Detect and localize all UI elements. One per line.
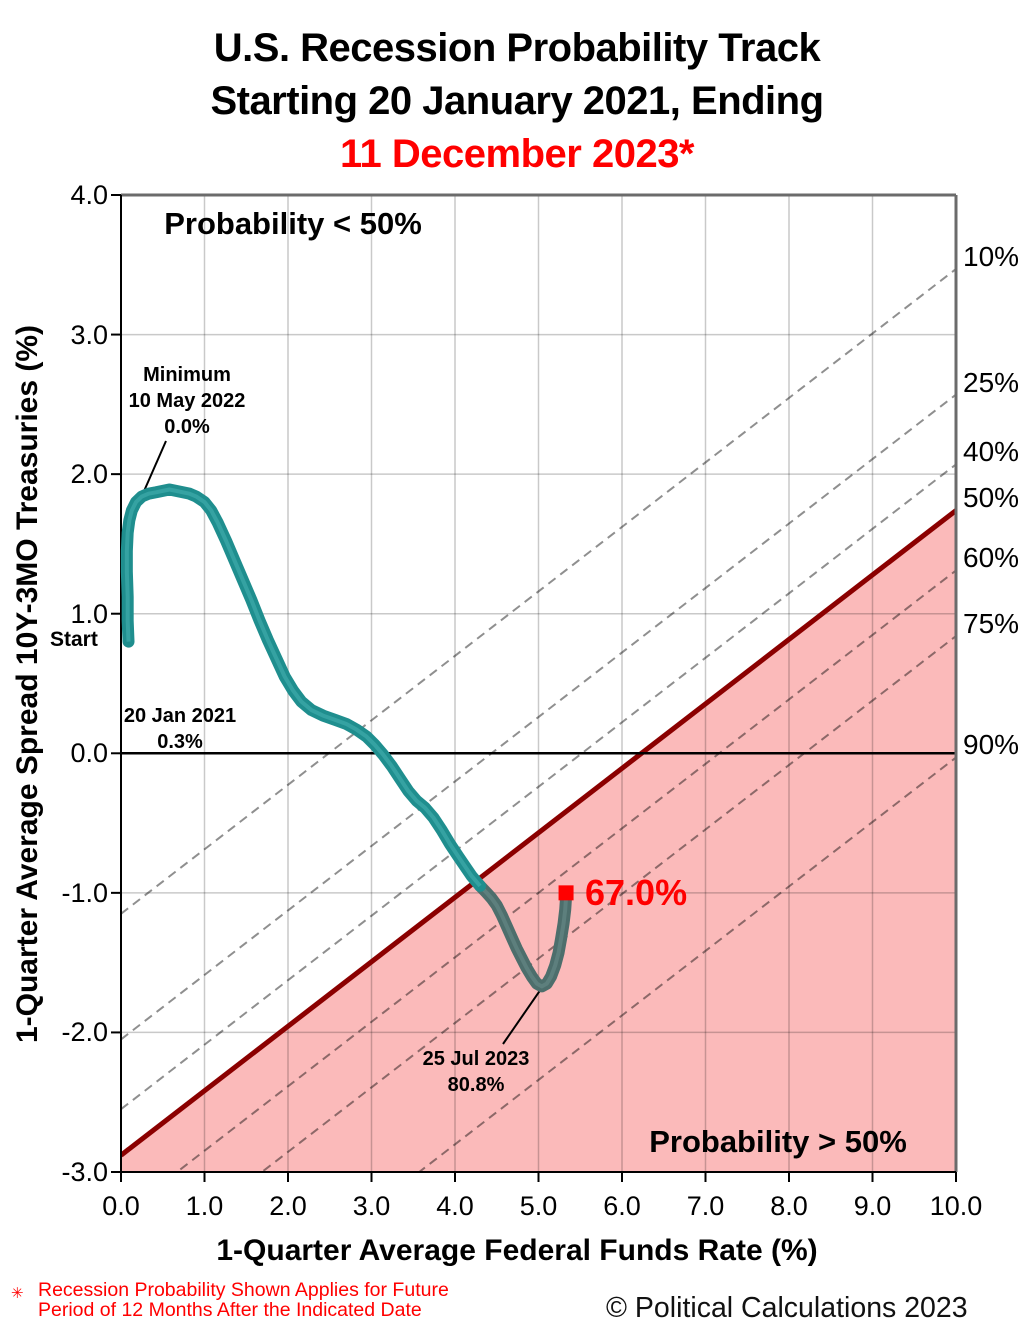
x-tick-label: 3.0 xyxy=(352,1191,391,1221)
contour-label-90%: 90% xyxy=(963,729,1020,761)
x-tick-label: 6.0 xyxy=(603,1191,641,1221)
contour-label-25%: 25% xyxy=(963,366,1020,398)
track-above-50 xyxy=(120,483,487,892)
chart-title-line3: 11 December 2023* xyxy=(340,132,695,176)
track-above-50-highlight xyxy=(124,487,482,888)
contour-label-10%: 10% xyxy=(963,240,1020,272)
annotation-start: 20 Jan 2021 0.3% xyxy=(123,705,237,753)
annotation-minimum: Minimum 10 May 2022 0.0% xyxy=(128,364,246,438)
region-label-below-50: Probability > 50% xyxy=(649,1124,907,1159)
contour-line-25% xyxy=(121,393,956,1041)
x-tick-label: 8.0 xyxy=(770,1191,808,1221)
contour-line-50-boundary xyxy=(121,508,956,1158)
x-tick-label: 9.0 xyxy=(853,1191,892,1221)
start-label: Start xyxy=(50,628,98,651)
contour-label-75%: 75% xyxy=(963,608,1020,640)
track-below-50-highlight xyxy=(478,884,569,989)
y-tick-label: 2.0 xyxy=(70,459,108,490)
y-tick-label: 3.0 xyxy=(70,319,108,350)
x-tick-label: 0.0 xyxy=(102,1191,140,1221)
contour-line-10% xyxy=(121,268,956,915)
contour-line-90% xyxy=(417,756,956,1172)
x-tick-label: 10.0 xyxy=(929,1191,983,1221)
chart-title: U.S. Recession Probability Track Startin… xyxy=(0,22,1034,181)
y-tick-label: -3.0 xyxy=(61,1157,108,1187)
x-axis-title: 1-Quarter Average Federal Funds Rate (%) xyxy=(216,1234,818,1267)
annotation-trough: 25 Jul 2023 80.8% xyxy=(422,1048,530,1096)
y-tick-label: 4.0 xyxy=(70,180,108,210)
contour-label-40%: 40% xyxy=(963,436,1020,468)
annotation-leader-line xyxy=(140,440,167,499)
x-tick-label: 5.0 xyxy=(519,1191,558,1221)
x-tick-label: 1.0 xyxy=(185,1191,224,1221)
x-tick-label: 2.0 xyxy=(269,1191,307,1221)
contour-line-60% xyxy=(175,569,956,1172)
annotation-leader-line xyxy=(502,987,543,1045)
contour-label-60%: 60% xyxy=(963,542,1020,574)
y-tick-label: 1.0 xyxy=(70,598,108,629)
footnote-asterisk: ✳ xyxy=(11,1285,24,1302)
x-tick-label: 7.0 xyxy=(686,1191,725,1221)
region-label-above-50: Probability < 50% xyxy=(164,206,422,241)
chart-title-line2: Starting 20 January 2021, Ending xyxy=(210,79,824,123)
contour-line-40% xyxy=(121,463,956,1110)
endpoint-probability-label: 67.0% xyxy=(585,872,688,913)
contour-line-75% xyxy=(260,635,956,1172)
contour-label-50%: 50% xyxy=(963,482,1020,514)
footnote-text: Recession Probability Shown Applies for … xyxy=(38,1279,449,1321)
y-axis-title: 1-Quarter Average Spread 10Y-3MO Treasur… xyxy=(11,324,44,1044)
endpoint-marker xyxy=(558,885,574,901)
copyright: © Political Calculations 2023 xyxy=(606,1292,968,1324)
y-tick-label: -1.0 xyxy=(61,877,108,908)
x-tick-label: 4.0 xyxy=(436,1191,474,1221)
y-tick-label: -2.0 xyxy=(61,1017,108,1048)
y-tick-label: 0.0 xyxy=(70,738,108,769)
chart-title-line1: U.S. Recession Probability Track xyxy=(213,26,821,70)
